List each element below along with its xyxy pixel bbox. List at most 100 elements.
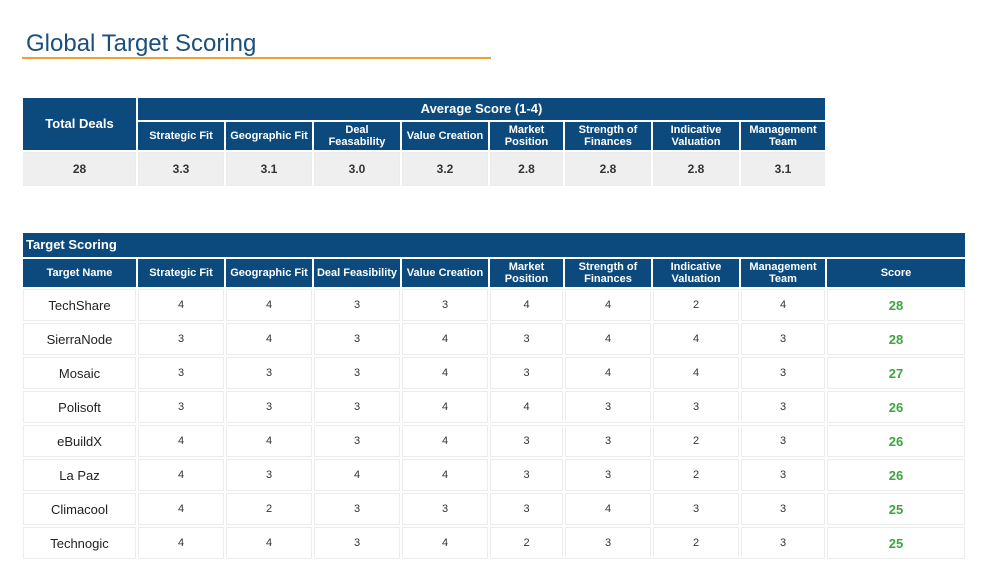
- score-cell: 3: [653, 391, 739, 423]
- target-name: Polisoft: [23, 391, 136, 423]
- score-cell: 3: [490, 493, 563, 525]
- total-deals-value: 28: [23, 152, 136, 186]
- table-row: Technogic 4 4 3 4 2 3 2 3 25: [23, 527, 965, 559]
- score-cell: 3: [490, 459, 563, 491]
- score-cell: 4: [314, 459, 400, 491]
- score-cell: 3: [741, 493, 825, 525]
- table-row: eBuildX 4 4 3 4 3 3 2 3 26: [23, 425, 965, 457]
- score-cell: 4: [653, 357, 739, 389]
- score-cell: 3: [565, 459, 651, 491]
- score-cell: 3: [565, 527, 651, 559]
- score-cell: 4: [138, 493, 224, 525]
- column-header: Value Creation: [402, 259, 488, 287]
- total-score: 26: [827, 425, 965, 457]
- score-cell: 4: [490, 289, 563, 321]
- score-cell: 3: [226, 391, 312, 423]
- total-score: 26: [827, 391, 965, 423]
- score-cell: 3: [226, 357, 312, 389]
- score-cell: 3: [138, 357, 224, 389]
- score-cell: 4: [226, 289, 312, 321]
- score-cell: 4: [402, 323, 488, 355]
- score-cell: 3: [402, 289, 488, 321]
- column-header: Deal Feasibility: [314, 259, 400, 287]
- criteria-header: Strategic Fit: [138, 122, 224, 150]
- average-value: 3.0: [314, 152, 400, 186]
- score-cell: 3: [741, 357, 825, 389]
- target-name: TechShare: [23, 289, 136, 321]
- score-cell: 4: [402, 459, 488, 491]
- average-value: 3.1: [741, 152, 825, 186]
- score-cell: 4: [402, 391, 488, 423]
- table-row: Mosaic 3 3 3 4 3 4 4 3 27: [23, 357, 965, 389]
- score-cell: 2: [653, 459, 739, 491]
- criteria-header: Value Creation: [402, 122, 488, 150]
- total-deals-header: Total Deals: [23, 98, 136, 150]
- score-cell: 3: [314, 357, 400, 389]
- total-score: 28: [827, 289, 965, 321]
- average-value: 3.3: [138, 152, 224, 186]
- total-score: 25: [827, 493, 965, 525]
- score-cell: 3: [490, 425, 563, 457]
- score-cell: 4: [138, 527, 224, 559]
- criteria-header: Management Team: [741, 122, 825, 150]
- score-cell: 4: [226, 425, 312, 457]
- score-cell: 3: [314, 493, 400, 525]
- score-cell: 2: [653, 289, 739, 321]
- score-cell: 2: [653, 425, 739, 457]
- target-name: SierraNode: [23, 323, 136, 355]
- score-cell: 4: [565, 323, 651, 355]
- score-cell: 3: [138, 323, 224, 355]
- score-cell: 3: [490, 323, 563, 355]
- score-cell: 3: [402, 493, 488, 525]
- score-cell: 3: [653, 493, 739, 525]
- score-cell: 3: [565, 391, 651, 423]
- column-header: Market Position: [490, 259, 563, 287]
- target-name: eBuildX: [23, 425, 136, 457]
- average-score-table: Total Deals Average Score (1-4) Strategi…: [21, 96, 827, 188]
- score-cell: 2: [226, 493, 312, 525]
- score-cell: 3: [741, 425, 825, 457]
- column-header: Management Team: [741, 259, 825, 287]
- page-title: Global Target Scoring: [26, 30, 257, 57]
- score-cell: 3: [741, 527, 825, 559]
- score-cell: 4: [402, 425, 488, 457]
- score-cell: 3: [314, 425, 400, 457]
- total-score: 27: [827, 357, 965, 389]
- table-row: TechShare 4 4 3 3 4 4 2 4 28: [23, 289, 965, 321]
- column-header: Strategic Fit: [138, 259, 224, 287]
- score-cell: 4: [138, 459, 224, 491]
- table-row: SierraNode 3 4 3 4 3 4 4 3 28: [23, 323, 965, 355]
- average-score-header: Average Score (1-4): [138, 98, 825, 120]
- score-cell: 3: [314, 391, 400, 423]
- score-cell: 3: [314, 527, 400, 559]
- score-cell: 4: [565, 493, 651, 525]
- score-cell: 4: [565, 357, 651, 389]
- target-scoring-table: Target Scoring Target Name Strategic Fit…: [21, 231, 967, 561]
- criteria-header: Market Position: [490, 122, 563, 150]
- score-cell: 3: [741, 459, 825, 491]
- table-title: Target Scoring: [23, 233, 965, 257]
- total-score: 28: [827, 323, 965, 355]
- score-cell: 4: [402, 527, 488, 559]
- score-cell: 4: [226, 323, 312, 355]
- average-value: 2.8: [490, 152, 563, 186]
- score-cell: 3: [741, 323, 825, 355]
- criteria-header: Geographic Fit: [226, 122, 312, 150]
- score-cell: 3: [490, 357, 563, 389]
- average-value: 2.8: [653, 152, 739, 186]
- criteria-header: Deal Feasability: [314, 122, 400, 150]
- table-row: Polisoft 3 3 3 4 4 3 3 3 26: [23, 391, 965, 423]
- table-row: La Paz 4 3 4 4 3 3 2 3 26: [23, 459, 965, 491]
- column-header: Strength of Finances: [565, 259, 651, 287]
- score-cell: 4: [490, 391, 563, 423]
- criteria-header: Strength of Finances: [565, 122, 651, 150]
- score-cell: 4: [653, 323, 739, 355]
- target-name: Climacool: [23, 493, 136, 525]
- average-value: 3.1: [226, 152, 312, 186]
- total-score: 26: [827, 459, 965, 491]
- score-cell: 3: [565, 425, 651, 457]
- score-cell: 4: [226, 527, 312, 559]
- criteria-header: Indicative Valuation: [653, 122, 739, 150]
- score-cell: 3: [314, 289, 400, 321]
- score-cell: 4: [138, 289, 224, 321]
